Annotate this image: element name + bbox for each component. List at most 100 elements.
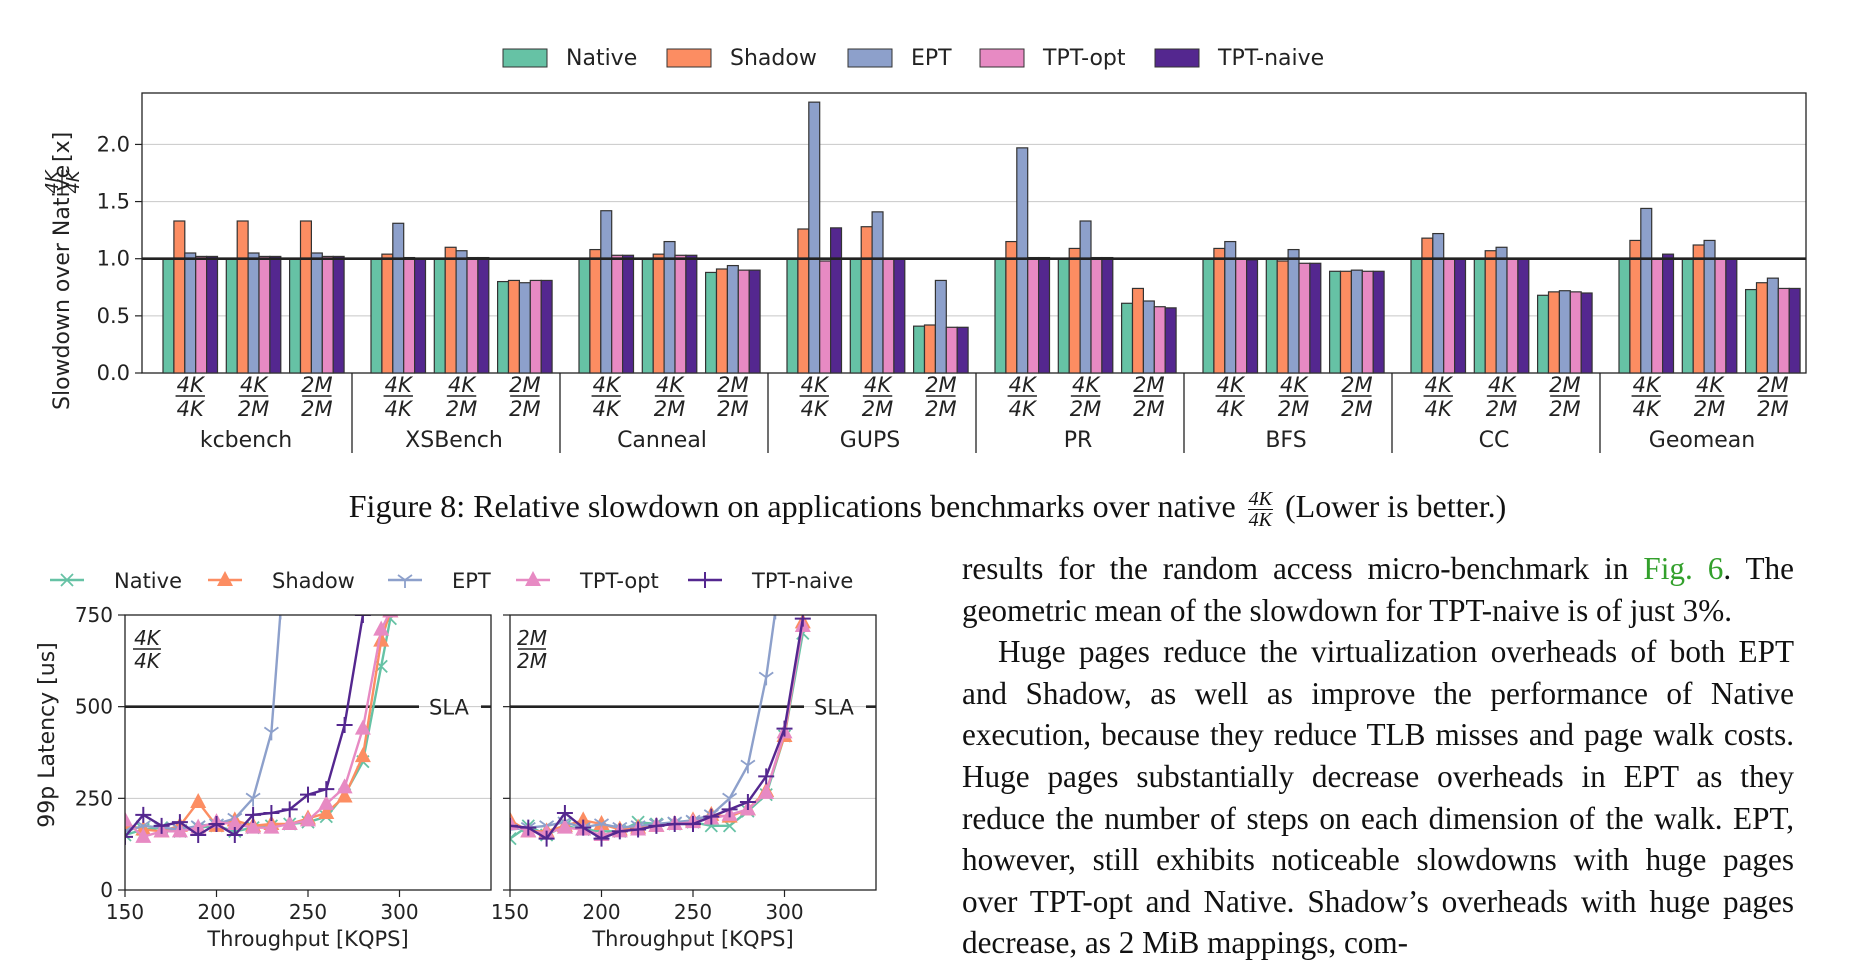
bar-config-label-den: 2M [1070, 397, 1101, 421]
line-legend-label-tpt-naive: TPT-naive [751, 569, 853, 593]
bar-config-label-num: 4K [1488, 373, 1517, 397]
line-point-tpt-naive [364, 596, 380, 612]
bar-group-label-pr: PR [1064, 428, 1093, 453]
bar-bfs-native [1265, 258, 1278, 374]
line-legend-marker [60, 573, 74, 587]
bar-config-label-num: 4K [1217, 373, 1246, 397]
line-point-tpt-naive [758, 768, 775, 785]
line-legend-label-ept: EPT [452, 569, 491, 593]
legend-label-tpt-naive: TPT-naive [1217, 46, 1324, 71]
bar-bfs-tpt-naive [1245, 259, 1259, 374]
line-series-group [510, 615, 811, 847]
line-point-tpt-naive [510, 817, 518, 834]
line-point-tpt-naive [354, 615, 371, 623]
line-plot-frame [124, 614, 492, 891]
bar-canneal-tpt-naive [685, 254, 698, 374]
body-p1-line2: geometric mean of the slowdown for TPT-n… [962, 592, 1733, 628]
bar-config-label-den: 4K [385, 397, 414, 421]
bar-pr-tpt-opt [1090, 256, 1103, 374]
bar-bfs-shadow [1276, 260, 1289, 374]
line-point-tpt-naive [703, 808, 720, 825]
bar-cc-ept [1432, 232, 1445, 374]
body-paragraph-1: results for the random access micro-benc… [962, 548, 1794, 631]
bar-bfs-native [1202, 258, 1215, 374]
bar-canneal-tpt-naive [621, 254, 635, 374]
legend-swatch-ept [847, 48, 893, 68]
line-point-tpt-opt [263, 818, 280, 834]
line-point-tpt-opt [281, 815, 298, 830]
line-xtick-label: 200 [582, 900, 620, 924]
bar-xsbench-shadow [381, 253, 394, 374]
line-point-tpt-opt [190, 818, 207, 834]
bar-kcbench-ept [184, 252, 197, 374]
line-legend-marker [697, 572, 713, 588]
line-point-shadow [575, 811, 592, 827]
bar-canneal-tpt-opt [737, 269, 750, 374]
line-series-tpt-opt [510, 625, 804, 837]
figure-6-link[interactable]: Fig. 6 [1643, 551, 1724, 586]
bar-cc-tpt-naive [1517, 258, 1530, 374]
bar-gups-tpt-opt [819, 260, 832, 374]
line-legend-label-shadow: Shadow [272, 569, 355, 593]
line-legend-label-tpt-opt: TPT-opt [579, 569, 659, 593]
bar-cc-native [1536, 294, 1550, 374]
line-point-tpt-opt [354, 719, 371, 735]
line-series-native [510, 633, 804, 840]
bar-config-label-num: 4K [1072, 373, 1101, 397]
bar-pr-tpt-naive [1037, 256, 1051, 374]
bar-pr-native [1057, 258, 1070, 374]
line-point-tpt-naive [336, 717, 353, 733]
bar-xsbench-ept [455, 250, 468, 374]
line-point-tpt-naive [171, 814, 188, 831]
line-plot-frame [509, 614, 877, 891]
bar-kcbench-ept [310, 252, 323, 374]
bar-kcbench-shadow [299, 220, 312, 374]
line-xtick-label: 200 [197, 900, 235, 924]
bar-bfs-shadow [1213, 247, 1226, 374]
bar-pr-shadow [1068, 247, 1081, 374]
bar-kcbench-ept [247, 252, 260, 374]
bar-bfs-shadow [1339, 270, 1352, 374]
legend-swatch-tpt-naive [1154, 48, 1200, 68]
bar-config-label-den: 2M [1486, 397, 1517, 421]
line-ytick-label: 500 [75, 695, 113, 719]
bar-config-label-num: 4K [864, 373, 893, 397]
line-point-tpt-naive [153, 817, 170, 834]
line-point-tpt-naive [630, 821, 647, 838]
bar-gups-shadow [860, 226, 873, 374]
bar-config-label-den: 2M [925, 397, 956, 421]
bar-config-label-den: 2M [1133, 397, 1164, 421]
caption-prefix: Figure 8: Relative slowdown on applicati… [348, 488, 1236, 524]
bar-gups-tpt-naive [956, 326, 969, 374]
line-point-ept [758, 671, 774, 686]
bar-geomean-native [1744, 288, 1758, 374]
body-p1-text-end: . The [1723, 551, 1794, 586]
ylabel-unit: [x] [50, 132, 75, 162]
line-point-tpt-naive [739, 794, 756, 810]
bar-group-label-gups: GUPS [840, 428, 900, 453]
caption-frac-num: 4K [1247, 488, 1273, 511]
caption-fraction: 4K 4K [1247, 488, 1273, 530]
bar-gups-shadow [797, 228, 810, 374]
line-point-tpt-naive [611, 823, 628, 840]
bar-kcbench-shadow [173, 220, 186, 374]
line-point-tpt-opt [336, 778, 353, 794]
bar-gups-tpt-opt [882, 258, 895, 374]
line-point-tpt-naive [245, 806, 262, 823]
bar-gups-native [912, 325, 926, 374]
bar-chart-ylabel: Slowdown over Native 4K 4K [x] [42, 132, 84, 410]
bar-kcbench-tpt-opt [195, 255, 208, 374]
bar-config-label-num: 4K [1633, 373, 1662, 397]
bar-bfs-tpt-naive [1372, 270, 1385, 374]
bar-kcbench-tpt-opt [321, 255, 334, 374]
line-point-tpt-opt [125, 811, 133, 827]
line-point-tpt-naive [593, 830, 610, 847]
